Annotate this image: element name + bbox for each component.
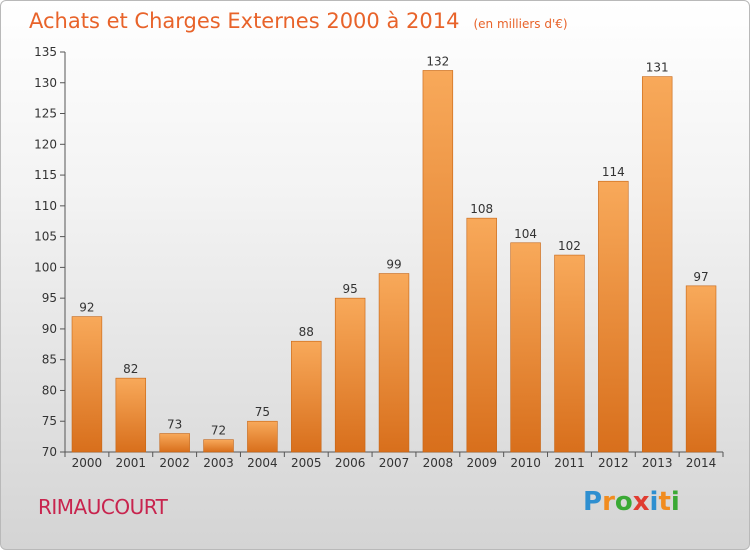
data-label-2014: 97 [693,270,708,284]
data-label-2001: 82 [123,362,138,376]
logo-letter: o [614,487,633,517]
chart-bars [71,70,717,453]
chart-data-labels: 92 82 73 72 75 88 95 99 132 108 104 102 114 131 97 [79,54,708,437]
x-tick-label: 2000 [72,456,103,470]
bar-2010 [510,242,541,453]
x-tick-label: 2013 [642,456,673,470]
logo-letter: P [583,487,603,517]
chart-title-text: Achats et Charges Externes 2000 à 2014 [29,9,460,33]
data-label-2007: 99 [386,258,401,272]
logo-letter: i [649,487,659,517]
bar-2000 [71,316,103,453]
x-tick-label: 2014 [686,456,717,470]
x-tick-label: 2003 [203,456,234,470]
data-label-2011: 102 [558,239,581,253]
bar-2003 [203,439,234,453]
x-tick-label: 2008 [423,456,454,470]
bar-2014 [685,285,717,453]
bar-2008 [422,70,454,453]
x-tick-label: 2012 [598,456,629,470]
data-label-2013: 131 [646,61,669,75]
data-label-2012: 114 [602,165,625,179]
data-label-2003: 72 [211,424,226,438]
bar-2004 [247,420,278,453]
bar-2005 [291,340,322,453]
x-tick-label: 2007 [379,456,410,470]
x-tick-label: 2002 [159,456,190,470]
bar-2012 [598,180,629,453]
y-tick-label: 125 [34,107,57,121]
y-tick-label: 115 [34,168,57,182]
data-label-2009: 108 [470,202,493,216]
y-tick-label: 135 [34,45,57,59]
y-tick-label: 100 [34,260,57,274]
data-label-2005: 88 [299,325,314,339]
x-tick-label: 2004 [247,456,278,470]
bar-2009 [466,217,497,453]
logo-letter: t [658,487,671,517]
y-tick-label: 105 [34,230,57,244]
x-tick-label: 2001 [116,456,147,470]
data-label-2008: 132 [426,54,449,68]
y-tick-label: 120 [34,137,57,151]
y-tick-label: 130 [34,76,57,90]
chart-unit-text: (en milliers d'€) [473,17,568,31]
x-tick-label: 2005 [291,456,322,470]
bar-2002 [159,433,190,453]
x-tick-label: 2006 [335,456,366,470]
logo-letter: i [670,487,680,517]
data-label-2010: 104 [514,227,537,241]
y-tick-label: 75 [42,414,57,428]
town-name: RIMAUCOURT [38,495,168,519]
x-tick-label: 2011 [554,456,585,470]
chart-title: Achats et Charges Externes 2000 à 2014 (e… [29,9,568,33]
x-tick-label: 2009 [466,456,497,470]
bar-2013 [641,76,673,453]
chart-axes: 70 75 80 85 90 95 100 105 110 115 120 125 130 135 2000… [34,45,724,470]
data-label-2002: 73 [167,418,182,432]
proxiti-logo: Proxiti [583,487,680,517]
y-tick-label: 90 [42,322,57,336]
y-tick-label: 70 [42,445,57,459]
bar-2011 [554,254,585,453]
y-tick-label: 80 [42,383,57,397]
data-label-2004: 75 [255,405,270,419]
x-tick-label: 2010 [510,456,541,470]
y-tick-label: 85 [42,353,57,367]
y-tick-label: 95 [42,291,57,305]
logo-letter: x [632,487,650,517]
bar-2006 [334,297,366,453]
data-label-2006: 95 [342,282,357,296]
bar-2007 [378,273,410,453]
y-tick-label: 110 [34,199,57,213]
bar-2001 [115,377,147,453]
data-label-2000: 92 [79,301,94,315]
logo-letter: r [602,487,615,517]
